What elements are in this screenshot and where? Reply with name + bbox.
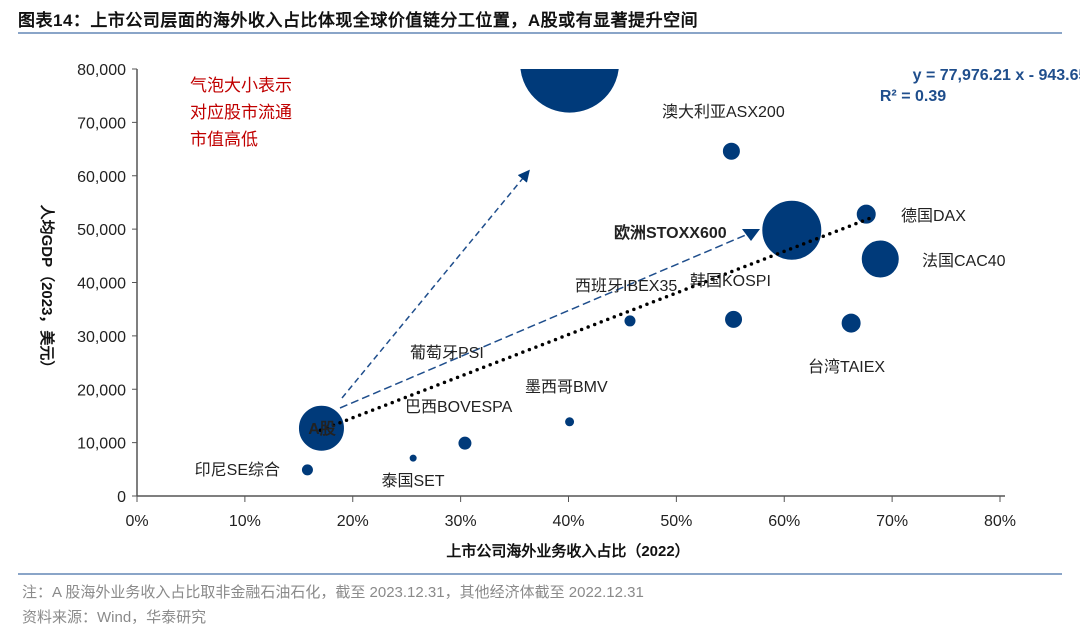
bubble-label: 墨西哥BMV — [525, 379, 608, 396]
footer-divider — [18, 573, 1062, 575]
bubble-point — [623, 314, 637, 328]
dashed-arrow-stoxx — [339, 233, 749, 409]
bubble-point — [457, 435, 473, 451]
trendline — [318, 216, 873, 433]
y-tick-label: 50,000 — [77, 222, 126, 239]
bubble-point — [855, 203, 877, 225]
y-axis-label: 人均GDP（2023，美元） — [38, 205, 56, 376]
x-tick-label: 50% — [660, 513, 692, 530]
bubble-label: 台湾TAIEX — [808, 358, 885, 376]
x-tick-label: 10% — [229, 513, 261, 530]
source-note: 资料来源：Wind，华泰研究 — [22, 609, 207, 626]
bubble-point — [519, 69, 620, 114]
trendline-r2: R² = 0.39 — [880, 88, 946, 105]
arrowhead-triangle — [742, 229, 760, 241]
bubble-point — [840, 312, 862, 334]
y-tick-label: 70,000 — [77, 115, 126, 132]
bubble-label: 澳大利亚ASX200 — [662, 103, 785, 121]
bubble-point — [721, 141, 741, 161]
title-divider — [18, 32, 1062, 34]
bubble-label: 韩国KOSPI — [690, 272, 771, 290]
bubbles — [297, 69, 900, 477]
y-tick-label: 40,000 — [77, 276, 126, 293]
x-tick-label: 0% — [125, 513, 148, 530]
y-tick-label: 30,000 — [77, 329, 126, 346]
x-axis-label: 上市公司海外业务收入占比（2022） — [446, 542, 689, 560]
y-tick-label: 20,000 — [77, 382, 126, 399]
x-tick-label: 70% — [876, 513, 908, 530]
bubble-point — [297, 404, 345, 452]
bubble-label: 印尼SE综合 — [195, 461, 280, 479]
x-tick-label: 20% — [337, 513, 369, 530]
y-tick-label: 10,000 — [77, 436, 126, 453]
y-tick-label: 60,000 — [77, 169, 126, 186]
bubble-point — [724, 309, 744, 329]
bubble-label: 欧洲STOXX600 — [614, 223, 727, 242]
bubble-point — [761, 199, 823, 261]
x-tick-label: 30% — [445, 513, 477, 530]
x-tick-label: 60% — [768, 513, 800, 530]
bubble-label: 葡萄牙PSI — [410, 344, 484, 362]
bubble-point — [860, 239, 900, 279]
figure-title: 图表14：上市公司层面的海外收入占比体现全球价值链分工位置，A股或有显著提升空间 — [18, 11, 699, 30]
bubble-point — [408, 453, 418, 463]
annotation-line-3: 市值高低 — [190, 130, 258, 149]
bubble-point — [300, 463, 314, 477]
bubble-point — [564, 416, 576, 428]
y-tick-label: 0 — [117, 489, 126, 506]
x-tick-label: 40% — [552, 513, 584, 530]
annotation-line-1: 气泡大小表示 — [190, 76, 292, 95]
dashed-arrow-up — [341, 169, 530, 399]
bubble-label: 巴西BOVESPA — [405, 399, 513, 416]
axes: 0 10,000 20,000 30,000 40,000 50,000 60,000 70,… — [77, 62, 1016, 530]
y-tick-label: 80,000 — [77, 62, 126, 79]
x-tick-label: 80% — [984, 513, 1016, 530]
annotation-line-2: 对应股市流通 — [190, 103, 292, 122]
bubble-label: A股 — [308, 420, 337, 438]
footnote: 注：A 股海外业务收入占比取非金融石油石化，截至 2023.12.31，其他经济… — [22, 584, 644, 601]
trendline-equation: y = 77,976.21 x - 943.65 — [913, 67, 1080, 84]
bubble-label: 泰国SET — [381, 472, 444, 490]
bubble-label: 法国CAC40 — [922, 252, 1006, 270]
bubble-label: 德国DAX — [901, 207, 966, 225]
bubble-point — [449, 349, 455, 355]
bubble-label: 西班牙IBEX35 — [575, 277, 677, 295]
